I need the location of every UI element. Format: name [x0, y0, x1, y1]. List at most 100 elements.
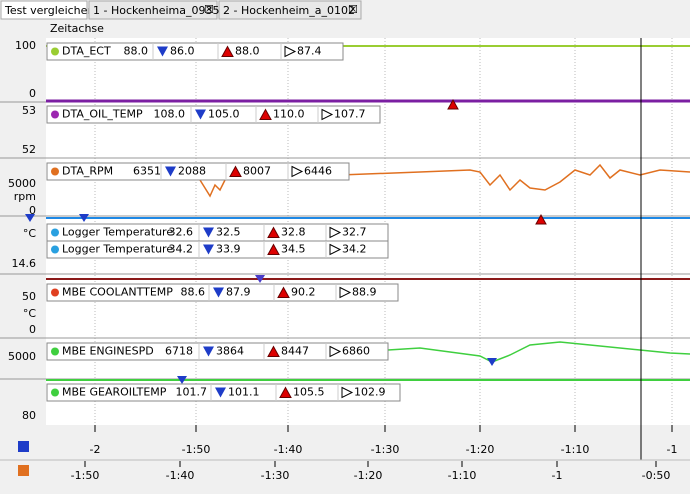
y-axis-label: 52 [22, 143, 36, 156]
avg-icon [329, 243, 342, 256]
channel-dot [51, 388, 59, 397]
channel-avg: 6860 [342, 345, 370, 358]
max-icon [279, 386, 292, 398]
time-axis-1-label: -1:50 [182, 443, 211, 456]
channel-value: 101.7 [176, 386, 208, 399]
min-icon [203, 244, 214, 255]
time-axis-1-label: -2 [90, 443, 101, 456]
channel-min: 101.1 [228, 386, 260, 399]
channel-name: DTA_ECT [62, 45, 111, 58]
channel-name: Logger Temperature [62, 226, 173, 239]
channel-min: 105.0 [208, 108, 240, 121]
channel-value: 88.6 [181, 286, 206, 299]
channel-name: DTA_OIL_TEMP [62, 108, 143, 121]
avg-icon [284, 45, 297, 58]
y-axis-label: 14.6 [12, 257, 37, 270]
channel-value: 108.0 [154, 108, 186, 121]
min-icon [215, 387, 226, 398]
tab-label: Test vergleichen [4, 4, 94, 17]
min-icon [165, 166, 176, 177]
y-axis-label: 80 [22, 409, 36, 422]
y-axis-label: 100 [15, 39, 36, 52]
tab[interactable] [88, 0, 218, 20]
channel-box[interactable] [46, 342, 389, 361]
channel-value: 32.6 [169, 226, 194, 239]
channel-min: 86.0 [170, 45, 195, 58]
channel-dot [51, 347, 59, 356]
channel-value: 34.2 [169, 243, 194, 256]
tab[interactable] [0, 0, 88, 20]
time-axis-2-label: -1:40 [166, 469, 195, 482]
time-axis-header [46, 20, 690, 38]
channel-min: 3864 [216, 345, 244, 358]
tab-close: ☒ [204, 3, 214, 16]
channel-dot [51, 167, 59, 176]
time-axis-2-label: -1 [552, 469, 563, 482]
tab[interactable] [218, 0, 362, 20]
markers [25, 98, 547, 384]
y-axis-label: 50 [22, 290, 36, 303]
channel-value: 88.0 [124, 45, 149, 58]
y-axis-label: rpm [14, 190, 36, 203]
y-axis-label: °C [23, 227, 37, 240]
time-axis-2-label: -1:50 [71, 469, 100, 482]
time-axis-label: Zeitachse [50, 22, 104, 35]
time-axis-1-label: -1:30 [371, 443, 400, 456]
channel-avg: 87.4 [297, 45, 322, 58]
channel-min: 32.5 [216, 226, 241, 239]
channel-name: DTA_RPM [62, 165, 113, 178]
avg-icon [321, 108, 334, 121]
channel-avg: 32.7 [342, 226, 367, 239]
avg-icon [291, 165, 304, 178]
channel-min: 87.9 [226, 286, 251, 299]
min-icon [195, 109, 206, 120]
y-axis-label: 0 [29, 87, 36, 100]
channel-min: 33.9 [216, 243, 241, 256]
max-icon [221, 45, 234, 57]
channel-avg: 88.9 [352, 286, 377, 299]
avg-icon [329, 226, 342, 239]
channel-value: 6351 [133, 165, 161, 178]
channel-box[interactable] [46, 162, 350, 181]
avg-icon [341, 386, 354, 399]
channel-box[interactable] [46, 283, 399, 302]
channel-value: 6718 [165, 345, 193, 358]
min-icon [157, 46, 168, 57]
max-icon [267, 226, 280, 238]
channel-box[interactable] [46, 105, 381, 124]
channel-dot [51, 110, 59, 119]
min-icon [203, 227, 214, 238]
channel-max: 88.0 [235, 45, 260, 58]
channel-box[interactable] [46, 240, 389, 259]
max-icon [277, 286, 290, 298]
time-axis-1-label: -1:40 [274, 443, 303, 456]
y-axis-label: 0 [29, 323, 36, 336]
avg-icon [329, 345, 342, 358]
channel-name: MBE GEAROILTEMP [62, 386, 167, 399]
time-axis-1-label: -1 [667, 443, 678, 456]
channel-dot [51, 288, 59, 297]
channel-max: 8447 [281, 345, 309, 358]
channel-name: MBE ENGINESPD [62, 345, 154, 358]
channel-max: 34.5 [281, 243, 306, 256]
channel-max: 90.2 [291, 286, 316, 299]
channel-dot [51, 47, 59, 56]
channel-max: 105.5 [293, 386, 325, 399]
channel-min: 2088 [178, 165, 206, 178]
channel-box[interactable] [46, 383, 401, 402]
time-axis-2-label: -0:50 [642, 469, 671, 482]
tab-label: 2 - Hockenheim_a_0102 [223, 4, 355, 17]
channel-max: 32.8 [281, 226, 306, 239]
avg-icon [339, 286, 352, 299]
tab-close: ☒ [348, 3, 358, 16]
channel-box[interactable] [46, 42, 344, 61]
max-icon [267, 243, 280, 255]
legend-swatch [18, 465, 29, 476]
max-icon [229, 165, 242, 177]
time-axis-1-label: -1:20 [466, 443, 495, 456]
channel-dot [51, 245, 59, 254]
time-axis-2-label: -1:20 [354, 469, 383, 482]
tab-label: 1 - Hockenheima_0935 [93, 4, 219, 17]
